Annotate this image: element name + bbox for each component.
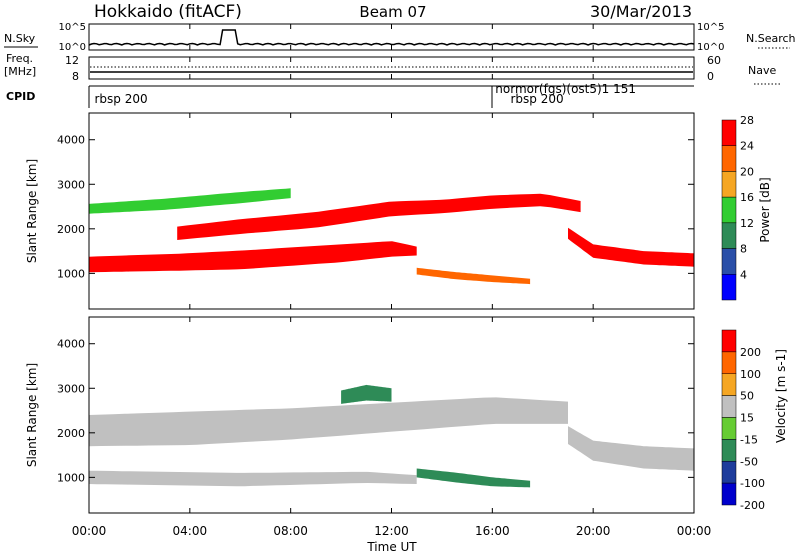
power-band-0 — [89, 241, 417, 273]
velocity-ytick-2: 3000 — [57, 382, 85, 395]
velocity-band-3 — [416, 468, 531, 488]
power-cbar-cell-6 — [721, 274, 737, 301]
power-cbar-tick-6: 28 — [740, 114, 754, 127]
power-cbar-tick-0: 4 — [740, 268, 747, 281]
beam-title: Beam 07 — [359, 3, 426, 21]
power-cbar-cell-4 — [721, 222, 737, 249]
nave-label: Nave — [748, 64, 776, 77]
freq-unit-label: [MHz] — [4, 65, 36, 78]
x-tick-2: 08:00 — [273, 524, 308, 538]
power-cbar-cell-5 — [721, 248, 737, 275]
x-tick-3: 12:00 — [374, 524, 409, 538]
cpid-label: CPID — [6, 90, 35, 103]
date-title: 30/Mar/2013 — [590, 2, 692, 21]
velocity-band-0 — [89, 397, 568, 447]
station-title: Hokkaido (fitACF) — [94, 2, 242, 22]
velocity-ytick-0: 1000 — [57, 471, 85, 484]
x-tick-4: 16:00 — [475, 524, 510, 538]
velocity-cbar-cell-6 — [721, 461, 737, 484]
power-band-3 — [89, 188, 291, 214]
power-ylabel: Slant Range [km] — [25, 159, 39, 263]
velocity-panel: 1000 2000 3000 4000 Slant Range [km] — [25, 316, 695, 514]
power-ytick-1: 2000 — [57, 223, 85, 236]
power-cbar-cell-1 — [721, 145, 737, 172]
velocity-cbar-cell-2 — [721, 373, 737, 396]
cpid-entry-1: normor(fgs)(ost5)1 151 — [495, 82, 636, 96]
freq-tick-high: 12 — [65, 54, 79, 67]
cpid-entry-0: rbsp 200 — [95, 92, 148, 106]
velocity-cbar-tick-2: 50 — [740, 390, 754, 403]
power-ytick-3: 4000 — [57, 134, 85, 147]
x-tick-6: 00:00 — [677, 524, 712, 538]
power-cbar-tick-2: 12 — [740, 217, 754, 230]
nsearch-tick-high: 10^5 — [697, 22, 724, 33]
power-cbar-cell-2 — [721, 171, 737, 198]
power-cbar-label: Power [dB] — [758, 177, 772, 242]
power-band-1 — [177, 193, 581, 240]
x-axis-label: Time UT — [366, 540, 417, 554]
power-band-2 — [568, 227, 694, 267]
velocity-cbar-tick-1: 100 — [740, 368, 761, 381]
power-cbar-cell-0 — [721, 119, 737, 146]
velocity-ytick-3: 4000 — [57, 338, 85, 351]
x-tick-0: 00:00 — [72, 524, 107, 538]
freq-panel: Freq. [MHz] 12 8 60 0 Nave — [4, 52, 780, 85]
velocity-band-4 — [341, 384, 392, 404]
velocity-cbar-tick-5: -50 — [740, 455, 758, 468]
freq-label: Freq. — [6, 52, 33, 65]
power-panel: 1000 2000 3000 4000 Slant Range [km] — [25, 112, 695, 310]
power-ytick-2: 3000 — [57, 178, 85, 191]
velocity-ylabel: Slant Range [km] — [25, 363, 39, 467]
power-cbar-tick-4: 20 — [740, 165, 754, 178]
velocity-cbar-cell-0 — [721, 329, 737, 353]
velocity-cbar-tick-4: -15 — [740, 433, 758, 446]
velocity-band-1 — [568, 426, 694, 471]
nsky-tick-low: 10^0 — [59, 42, 86, 53]
velocity-cbar-cell-7 — [721, 482, 737, 506]
nsky-series — [88, 29, 695, 46]
cpid-entry-2: rbsp 200 — [511, 92, 564, 106]
velocity-cbar-tick-7: -200 — [740, 499, 765, 512]
velocity-cbar-cell-5 — [721, 439, 737, 462]
nave-tick-high: 60 — [707, 54, 721, 67]
velocity-cbar-tick-3: 15 — [740, 412, 754, 425]
nsearch-label: N.Search — [746, 32, 796, 45]
velocity-cbar-tick-0: 200 — [740, 346, 761, 359]
velocity-cbar-label: Velocity [m s-1] — [774, 349, 788, 443]
x-tick-5: 20:00 — [576, 524, 611, 538]
power-band-4 — [416, 267, 531, 285]
velocity-cbar-cell-3 — [721, 395, 737, 418]
velocity-ytick-1: 2000 — [57, 427, 85, 440]
nsky-tick-high: 10^5 — [59, 22, 86, 33]
velocity-colorbar: 200 100 50 15 -15 -50 -100 -200 — [721, 329, 765, 512]
nave-tick-low: 0 — [707, 70, 714, 83]
velocity-cbar-cell-4 — [721, 417, 737, 440]
power-colorbar: 4 8 12 16 20 24 28 — [721, 114, 754, 301]
power-cbar-cell-3 — [721, 196, 737, 224]
power-cbar-tick-5: 24 — [740, 140, 754, 153]
freq-tick-low: 8 — [72, 70, 79, 83]
power-cbar-tick-3: 16 — [740, 191, 754, 204]
power-cbar-tick-1: 8 — [740, 243, 747, 256]
nsky-panel: N.Sky 10^5 10^0 10^5 10^0 N.Search — [4, 22, 796, 53]
power-ytick-0: 1000 — [57, 267, 85, 280]
nsearch-tick-low: 10^0 — [697, 42, 724, 53]
x-tick-1: 04:00 — [173, 524, 208, 538]
nsky-label: N.Sky — [4, 32, 36, 45]
velocity-cbar-tick-6: -100 — [740, 477, 765, 490]
velocity-band-2 — [89, 470, 417, 487]
x-axis: 00:00 04:00 08:00 12:00 16:00 20:00 00:00 — [72, 24, 712, 538]
velocity-cbar-cell-1 — [721, 351, 737, 374]
